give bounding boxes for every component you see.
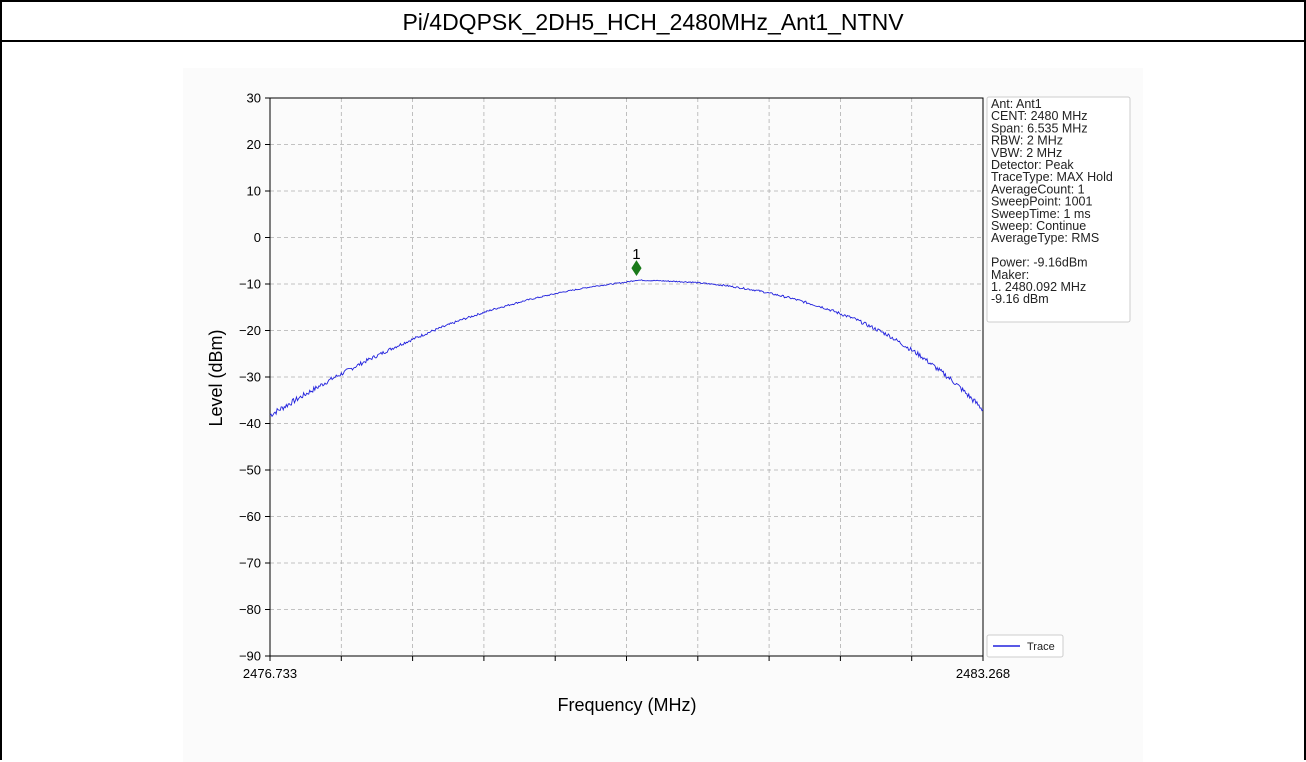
- info-line: TraceType: MAX Hold: [991, 170, 1113, 184]
- grid-layer: [270, 98, 983, 656]
- y-tick-label: 10: [247, 184, 261, 199]
- info-line: RBW: 2 MHz: [991, 134, 1063, 148]
- legend-label: Trace: [1027, 641, 1055, 653]
- y-tick-label: 0: [254, 230, 261, 245]
- info-line: Span: 6.535 MHz: [991, 121, 1088, 135]
- legend-frame: [986, 634, 1064, 658]
- y-tick-label: −40: [239, 416, 261, 431]
- info-line: -9.16 dBm: [991, 292, 1049, 306]
- info-line: CENT: 2480 MHz: [991, 109, 1088, 123]
- y-tick-label: −10: [239, 277, 261, 292]
- x-tick-label: 2476.733: [243, 666, 297, 681]
- plot-frame: [269, 97, 984, 657]
- legend: Trace: [986, 634, 1064, 658]
- info-line: 1. 2480.092 MHz: [991, 280, 1086, 294]
- y-tick-label: 30: [247, 91, 261, 106]
- y-tick-label: −20: [239, 323, 261, 338]
- info-line: SweepTime: 1 ms: [991, 207, 1091, 221]
- y-tick-label: −50: [239, 463, 261, 478]
- y-tick-label: −70: [239, 556, 261, 571]
- info-line: Detector: Peak: [991, 158, 1074, 172]
- info-line: Ant: Ant1: [991, 97, 1042, 111]
- y-tick-label: −80: [239, 602, 261, 617]
- axes-layer: 30 20 10 0 −10 −20 −30 −40 −50 −60 −70 −80 −90 2476.7…: [239, 91, 1010, 682]
- marker-layer: 1: [631, 246, 642, 277]
- info-line: AverageCount: 1: [991, 182, 1085, 196]
- y-tick-label: −90: [239, 649, 261, 664]
- y-tick-label: −30: [239, 370, 261, 385]
- info-line: AverageType: RMS: [991, 231, 1099, 245]
- x-tick-label: 2483.268: [956, 666, 1010, 681]
- info-box-frame: [986, 96, 1131, 323]
- marker-label: 1: [632, 246, 640, 263]
- chart-title: Pi/4DQPSK_2DH5_HCH_2480MHz_Ant1_NTNV: [2, 2, 1304, 42]
- info-line: SweepPoint: 1001: [991, 195, 1093, 209]
- series-layer: [269, 279, 984, 418]
- info-line: Power: -9.16dBm: [991, 256, 1088, 270]
- y-tick-label: −60: [239, 509, 261, 524]
- info-line: VBW: 2 MHz: [991, 146, 1062, 160]
- y-tick-label: 20: [247, 137, 261, 152]
- marker-diamond: [631, 260, 642, 277]
- y-axis-title: Level (dBm): [206, 329, 226, 426]
- info-line: Maker:: [991, 268, 1029, 282]
- info-line: Sweep: Continue: [991, 219, 1086, 233]
- x-axis-title: Frequency (MHz): [557, 695, 696, 715]
- trace-line: [269, 279, 984, 418]
